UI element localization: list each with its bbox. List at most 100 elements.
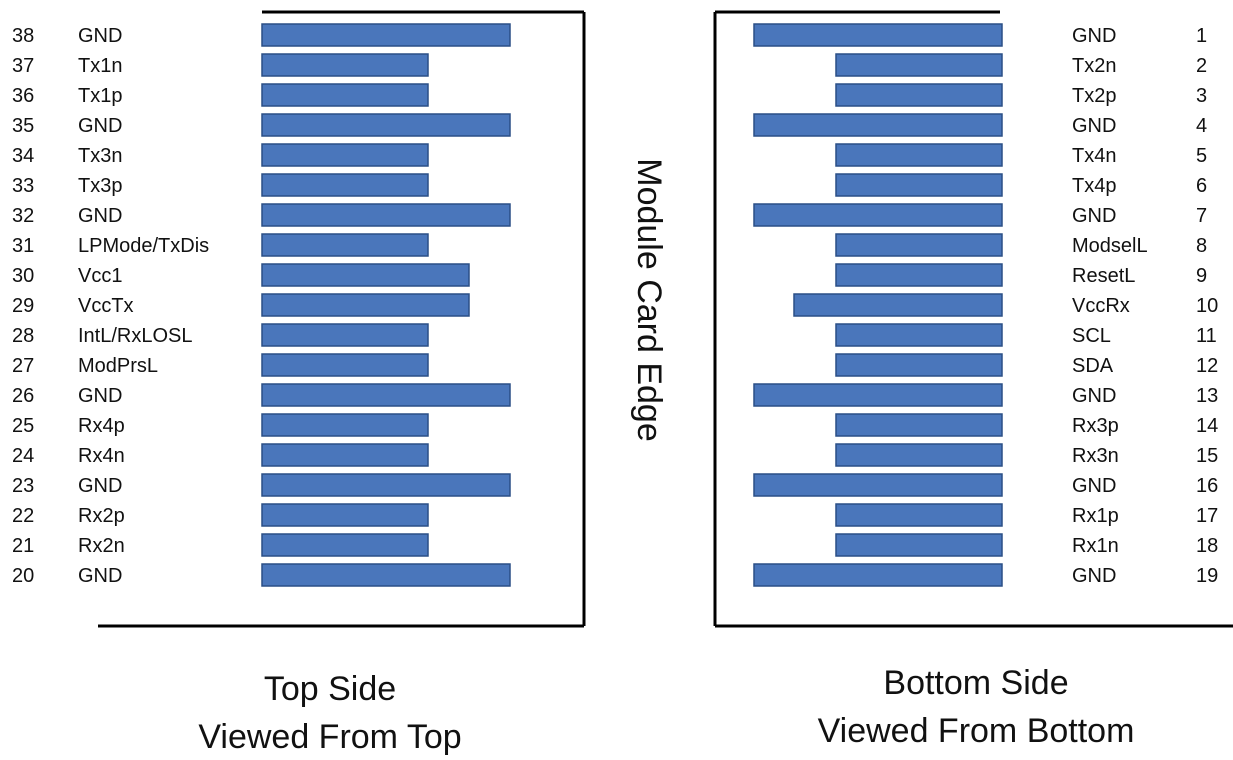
pin-number: 35	[12, 115, 34, 137]
pin-name: Rx3p	[1072, 415, 1119, 437]
pin-number: 15	[1196, 445, 1218, 467]
pin-name: GND	[78, 25, 122, 47]
pin-name: GND	[78, 205, 122, 227]
top-pin-row: 34 Tx3n	[12, 143, 429, 167]
contact-pad	[753, 473, 1003, 497]
pin-number: 3	[1196, 85, 1207, 107]
bottom-pin-row: Rx1p 17	[835, 503, 1218, 527]
contact-pad	[835, 353, 1003, 377]
top-pin-row: 21 Rx2n	[12, 533, 429, 557]
contact-pad	[835, 173, 1003, 197]
pin-number: 2	[1196, 55, 1207, 77]
pin-number: 16	[1196, 475, 1218, 497]
pin-name: VccRx	[1072, 295, 1130, 317]
pin-name: Tx2n	[1072, 55, 1116, 77]
pin-name: Rx2p	[78, 505, 125, 527]
top-pin-row: 32 GND	[12, 203, 511, 227]
bottom-pin-row: GND 13	[753, 383, 1218, 407]
contact-pad	[261, 143, 429, 167]
pin-number: 31	[12, 235, 34, 257]
pin-name: Tx1p	[78, 85, 122, 107]
pin-name: Vcc1	[78, 265, 122, 287]
bottom-pin-row: GND 4	[753, 113, 1207, 137]
bottom-pin-row: GND 19	[753, 563, 1218, 587]
bottom-side-frame	[713, 10, 1233, 628]
pin-name: GND	[1072, 205, 1116, 227]
pin-number: 33	[12, 175, 34, 197]
pin-name: Tx1n	[78, 55, 122, 77]
contact-pad	[835, 443, 1003, 467]
bottom-pin-row: Tx4p 6	[835, 173, 1207, 197]
contact-pad	[261, 83, 429, 107]
pin-name: SCL	[1072, 325, 1111, 347]
pin-number: 12	[1196, 355, 1218, 377]
contact-pad	[261, 53, 429, 77]
contact-pad	[753, 203, 1003, 227]
pin-name: GND	[1072, 475, 1116, 497]
top-pin-row: 30 Vcc1	[12, 263, 470, 287]
top-pin-row: 38 GND	[12, 23, 511, 47]
pin-number: 5	[1196, 145, 1207, 167]
pin-name: Rx4p	[78, 415, 125, 437]
top-pin-row: 25 Rx4p	[12, 413, 429, 437]
pin-name: GND	[1072, 565, 1116, 587]
top-pin-row: 37 Tx1n	[12, 53, 429, 77]
contact-pad	[261, 533, 429, 557]
pin-name: Rx3n	[1072, 445, 1119, 467]
contact-pad	[261, 353, 429, 377]
pin-number: 22	[12, 505, 34, 527]
pin-name: Tx3p	[78, 175, 122, 197]
top-pin-row: 35 GND	[12, 113, 511, 137]
pin-name: Tx3n	[78, 145, 122, 167]
contact-pad	[793, 293, 1003, 317]
pin-number: 27	[12, 355, 34, 377]
contact-pad	[261, 563, 511, 587]
contact-pad	[261, 23, 511, 47]
pin-number: 23	[12, 475, 34, 497]
pin-number: 26	[12, 385, 34, 407]
contact-pad	[835, 503, 1003, 527]
bottom-pin-row: VccRx 10	[793, 293, 1218, 317]
top-side-frame	[98, 10, 586, 628]
pin-name: ModselL	[1072, 235, 1148, 257]
top-pin-row: 27 ModPrsL	[12, 353, 429, 377]
pin-name: GND	[1072, 385, 1116, 407]
bottom-pin-row: GND 16	[753, 473, 1218, 497]
contact-pad	[261, 383, 511, 407]
pin-name: Rx4n	[78, 445, 125, 467]
pin-name: Tx4n	[1072, 145, 1116, 167]
pin-number: 11	[1196, 325, 1217, 347]
top-pin-row: 33 Tx3p	[12, 173, 429, 197]
pin-name: ResetL	[1072, 265, 1135, 287]
pin-number: 14	[1196, 415, 1218, 437]
contact-pad	[261, 443, 429, 467]
pin-number: 4	[1196, 115, 1207, 137]
bottom-pin-row: SDA 12	[835, 353, 1218, 377]
pin-number: 1	[1196, 25, 1207, 47]
top-side-caption-line1: Top Side	[264, 670, 396, 708]
contact-pad	[753, 113, 1003, 137]
pin-number: 7	[1196, 205, 1207, 227]
top-pin-row: 29 VccTx	[12, 293, 470, 317]
contact-pad	[835, 143, 1003, 167]
module-card-edge-label: Module Card Edge	[630, 158, 668, 442]
pin-name: IntL/RxLOSL	[78, 325, 193, 347]
bottom-pin-row: GND 1	[753, 23, 1207, 47]
pin-number: 17	[1196, 505, 1218, 527]
contact-pad	[261, 113, 511, 137]
bottom-pin-row: Rx3n 15	[835, 443, 1218, 467]
pin-name: ModPrsL	[78, 355, 158, 377]
pin-name: GND	[78, 475, 122, 497]
contact-pad	[835, 323, 1003, 347]
bottom-side-caption-line2: Viewed From Bottom	[818, 712, 1135, 750]
top-pin-row: 28 IntL/RxLOSL	[12, 323, 429, 347]
top-pin-row: 31 LPMode/TxDis	[12, 233, 429, 257]
pin-number: 25	[12, 415, 34, 437]
contact-pad	[835, 263, 1003, 287]
bottom-pin-row: GND 7	[753, 203, 1207, 227]
contact-pad	[261, 233, 429, 257]
contact-pad	[261, 503, 429, 527]
pin-name: Tx2p	[1072, 85, 1116, 107]
